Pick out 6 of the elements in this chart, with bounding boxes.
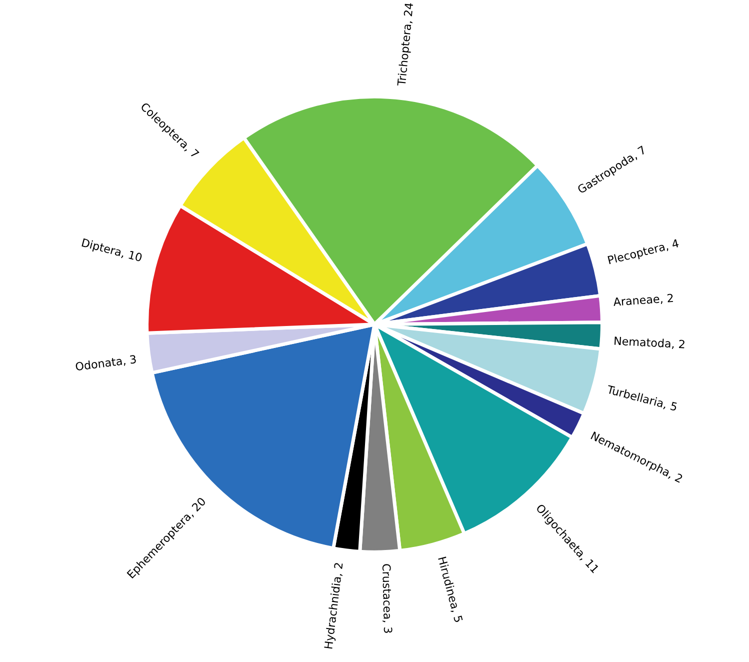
slice-label: Hydrachnidia, 2 xyxy=(324,562,345,649)
slice-label: Trichoptera, 24 xyxy=(396,2,416,86)
slice-label: Odonata, 3 xyxy=(75,354,136,372)
slice-label: Nematoda, 2 xyxy=(614,336,685,350)
slice-label: Araneae, 2 xyxy=(613,294,674,308)
slice-label: Crustacea, 3 xyxy=(381,564,392,633)
